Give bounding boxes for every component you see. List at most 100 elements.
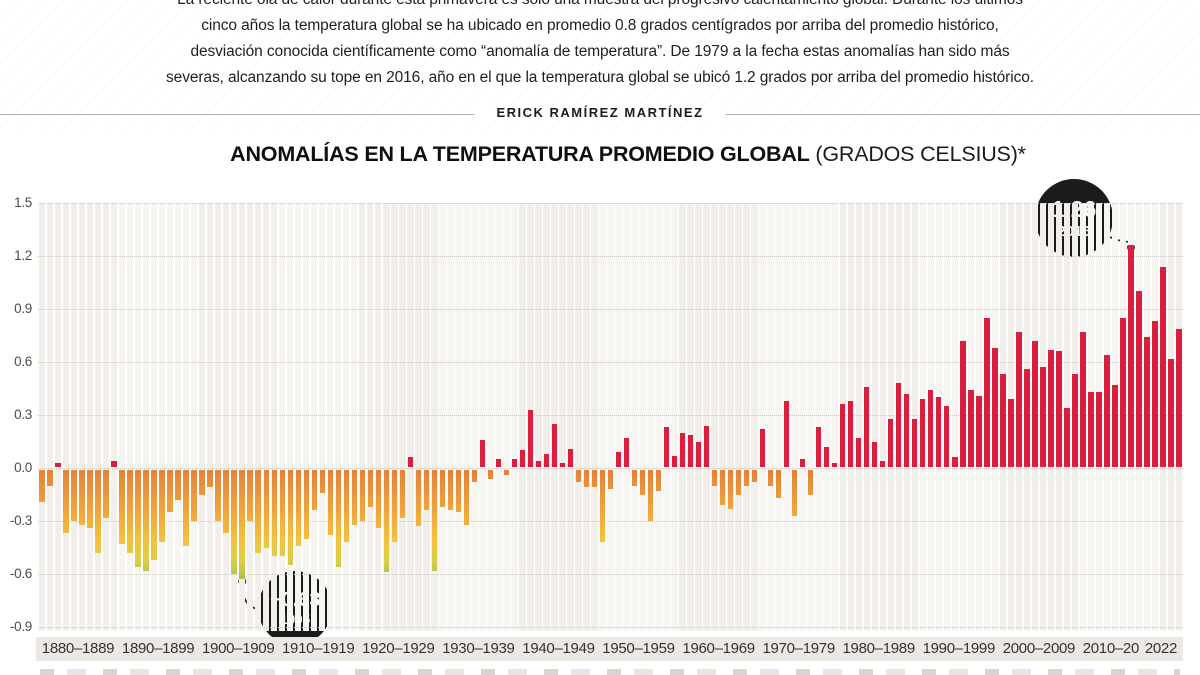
temp-bar-1983 [864,386,870,468]
year-stripe-1893 [142,203,150,632]
intro-line-4: severas, alcanzando su tope en 2016, año… [166,69,1034,86]
x-axis-label-2000-2009: 2000–2009 [996,637,1082,661]
temp-bar-1890 [119,470,125,544]
temp-bar-1883 [63,470,69,534]
temp-bar-1943 [543,453,550,467]
temp-bar-1985 [880,461,886,468]
year-stripe-1907 [254,203,262,632]
temp-bar-1918 [343,470,349,543]
x-axis-label-1990-1999: 1990–1999 [916,637,1001,661]
year-stripe-1912 [295,203,302,632]
temp-bar-1925 [399,470,406,518]
temp-bar-1969 [751,470,758,483]
intro-line-3: desviación conocida científicamente como… [190,43,1010,60]
temp-bar-1881 [47,470,53,486]
year-stripe-1919 [351,203,358,632]
temp-bar-1912 [295,470,301,546]
temp-bar-1974 [791,470,798,516]
temp-bar-1930 [439,470,446,507]
temp-bar-1962 [695,441,702,467]
year-stripe-1920 [359,203,366,632]
temp-bar-1945 [559,462,566,467]
temp-bar-2009 [1072,374,1078,468]
temp-bar-1946 [567,448,574,467]
year-stripe-1936 [487,203,494,632]
temp-bar-2000 [1000,374,1006,468]
temp-bar-1931 [447,470,454,511]
byline-row: ERICK RAMÍREZ MARTÍNEZ [0,105,1200,123]
y-axis-tick--0.6: -0.6 [9,566,32,582]
year-stripe-1985 [879,203,886,632]
gridline--0.3 [38,521,1183,523]
year-stripe-1900 [198,203,206,632]
temp-bar-2013 [1104,355,1110,468]
temp-bar-1940 [519,450,526,468]
temp-bar-2014 [1112,385,1118,467]
year-stripe-1958 [663,203,670,632]
temp-bar-1949 [591,470,598,488]
year-stripe-1932 [455,203,462,632]
gridline--0.9 [38,627,1183,629]
temp-bar-1924 [391,470,398,543]
temp-bar-1899 [191,470,197,521]
temp-bar-1959 [671,455,678,468]
temp-bar-1944 [551,423,558,468]
y-axis-tick-1.2: 1.2 [14,248,32,263]
year-stripe-1946 [567,203,574,632]
x-axis-label-1940-1949: 1940–1949 [516,637,601,661]
year-stripe-1982 [855,203,862,632]
temp-bar-1896 [167,470,173,513]
year-stripe-1895 [158,203,166,632]
year-stripe-1913 [303,203,310,632]
year-stripe-1891 [126,203,134,632]
temp-bar-1927 [415,470,422,527]
y-axis-tick--0.3: -0.3 [9,513,32,529]
temp-bar-1903 [223,470,229,534]
temp-bar-1933 [463,470,470,525]
temp-bar-2018 [1144,337,1150,468]
chart-title-main: ANOMALÍAS EN LA TEMPERATURA PROMEDIO GLO… [230,142,810,166]
year-stripe-1916 [327,203,334,632]
temp-bar-1953 [623,438,630,467]
temp-bar-1954 [631,470,638,486]
year-stripe-1971 [767,203,774,632]
year-stripe-1931 [447,203,454,632]
temp-bar-1941 [527,409,534,467]
temp-bar-1955 [639,470,646,495]
gridline-0.9 [38,309,1183,310]
y-axis-tick-0.6: 0.6 [14,354,32,369]
temp-bar-1968 [743,470,750,486]
year-stripe-1961 [687,203,694,632]
year-stripe-1967 [735,203,742,632]
year-stripe-1909 [271,203,278,632]
temp-bar-1990 [920,399,926,467]
year-stripe-1888 [102,203,110,632]
year-stripe-1917 [335,203,342,632]
year-stripe-1984 [871,203,878,632]
year-stripe-1945 [559,203,566,632]
temp-bar-1966 [727,470,734,509]
year-stripe-1952 [615,203,622,632]
temp-bar-1894 [151,470,157,560]
temp-bar-1893 [143,470,149,571]
year-stripe-1903 [222,203,230,632]
year-stripe-1927 [415,203,422,632]
temp-bar-1964 [711,470,718,486]
year-stripe-1979 [831,203,838,632]
temp-bar-1997 [976,395,982,467]
byline: ERICK RAMÍREZ MARTÍNEZ [474,105,726,120]
year-stripe-1889 [110,203,118,632]
year-stripe-1933 [463,203,470,632]
temp-bar-1942 [535,461,542,468]
temp-bar-1992 [936,397,942,468]
temp-bar-2006 [1048,349,1054,468]
temp-bar-1891 [127,470,133,553]
temp-bar-1914 [311,470,317,511]
year-stripe-1976 [807,203,814,632]
intro-line-2: cinco años la temperatura global se ha u… [201,17,999,34]
chart-title: ANOMALÍAS EN LA TEMPERATURA PROMEDIO GLO… [28,142,1200,167]
year-stripe-1924 [391,203,398,632]
temp-bar-1892 [135,470,141,567]
temp-bar-1993 [944,406,950,467]
